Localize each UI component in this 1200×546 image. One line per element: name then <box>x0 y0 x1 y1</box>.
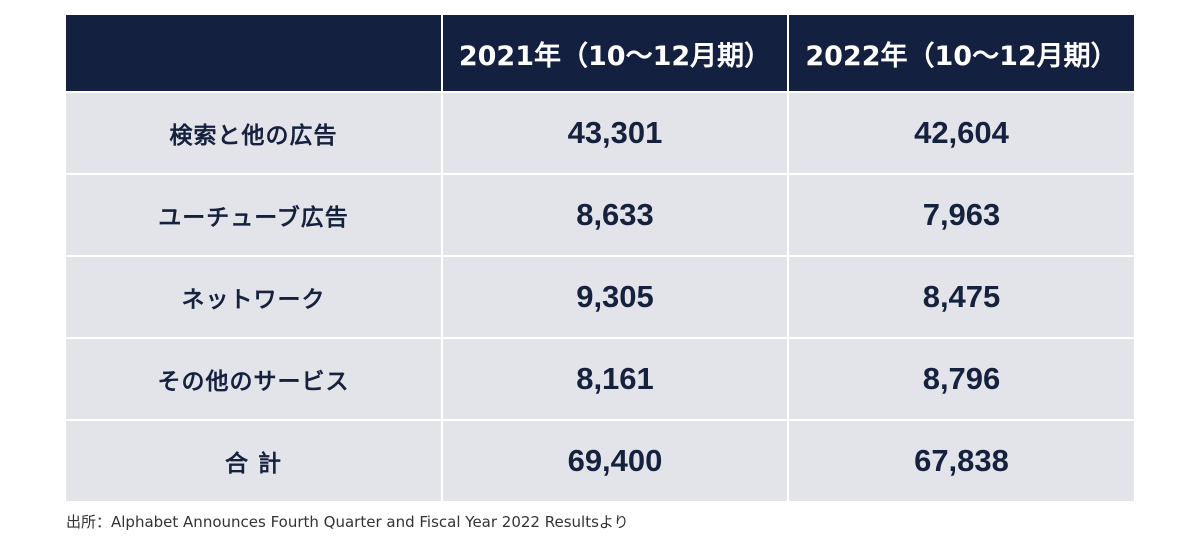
header-2021: 2021年（10〜12月期） <box>441 15 787 91</box>
value-2021-total: 69,400 <box>441 421 787 501</box>
row-label-youtube-ads: ユーチューブ広告 <box>66 175 441 255</box>
value-2021-youtube-ads: 8,633 <box>441 175 787 255</box>
value-2022-network: 8,475 <box>787 257 1134 337</box>
row-label-other-services: その他のサービス <box>66 339 441 419</box>
value-2021-other-services: 8,161 <box>441 339 787 419</box>
value-2021-network: 9,305 <box>441 257 787 337</box>
source-note: 出所：Alphabet Announces Fourth Quarter and… <box>66 513 629 531</box>
header-empty-cell <box>66 15 441 91</box>
row-label-total: 合 計 <box>66 421 441 501</box>
header-2022: 2022年（10〜12月期） <box>787 15 1134 91</box>
revenue-table: 2021年（10〜12月期） 2022年（10〜12月期） 検索と他の広告 43… <box>66 15 1134 501</box>
value-2022-total: 67,838 <box>787 421 1134 501</box>
row-label-network: ネットワーク <box>66 257 441 337</box>
row-label-search-ads: 検索と他の広告 <box>66 93 441 173</box>
value-2021-search-ads: 43,301 <box>441 93 787 173</box>
value-2022-other-services: 8,796 <box>787 339 1134 419</box>
value-2022-youtube-ads: 7,963 <box>787 175 1134 255</box>
value-2022-search-ads: 42,604 <box>787 93 1134 173</box>
